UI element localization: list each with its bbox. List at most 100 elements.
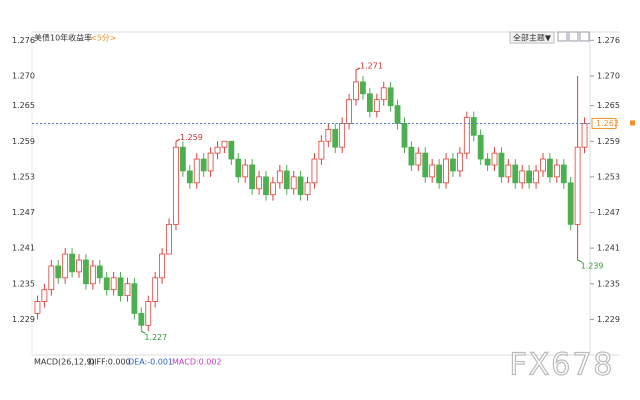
candle-body [574,146,581,225]
y-tick-label-right: 1.265 [597,101,620,110]
candle-body [401,123,408,148]
candle-body [221,140,228,148]
candle-body [235,158,242,178]
last-price-label: 1.262 [596,119,619,128]
high-label: 1.271 [360,62,383,71]
candle-body [553,164,560,178]
candle-body [159,253,166,279]
tool-icon[interactable] [579,31,590,42]
candle-body [567,182,574,225]
candle-body [318,140,325,160]
candle-body [429,164,436,178]
candle-body [346,99,352,124]
candle-body [443,158,449,184]
y-tick-label-right: 1.253 [597,172,620,181]
candle-body [394,105,401,124]
candle-body [48,265,55,291]
candle-body [228,140,235,160]
candle-body [270,182,276,196]
candle-body [166,223,172,255]
candle-body [242,164,249,178]
candle-body [540,158,546,172]
candle-body [89,265,96,285]
y-tick-label: 1.270 [12,71,35,80]
candle-body [505,164,512,178]
candle-body [560,164,567,184]
candle-body [110,277,117,291]
candle-body [34,301,41,314]
theme-button-label[interactable]: 全部主题▼ [513,33,552,43]
indicator-name: MACD(26,12,9) [34,358,95,367]
candle-body [484,158,491,166]
y-tick-label-right: 1.247 [597,208,620,217]
candle-body [76,259,82,273]
theme-button[interactable] [509,31,555,44]
low-label: 1.239 [581,262,604,271]
chart-title: 美债10年收益率 [34,33,92,43]
candle-body [256,176,262,190]
candle-body [249,164,256,190]
candle-body [373,99,380,112]
candle-body [526,170,533,184]
candle-body [193,158,200,184]
high-label: 1.259 [180,133,203,142]
candle-body [519,170,526,184]
y-tick-label-right: 1.235 [597,279,620,288]
candle-body [304,182,311,196]
watermark: FX678 [509,348,614,383]
candle-body [214,146,221,154]
candle-body [408,146,415,166]
candle-body [353,81,359,101]
candle-body [332,128,339,148]
indicator-macd: MACD:0.002 [172,358,222,367]
high-marker [355,67,361,71]
candle-body [339,123,346,148]
candle-body [276,170,283,184]
candle-body [200,158,207,172]
y-tick-label-right: 1.270 [597,71,620,80]
high-marker [175,138,181,142]
candle-body [290,176,297,190]
candle-body [179,146,186,172]
candle-body [117,277,124,297]
candle-body [186,170,193,184]
candle-body [581,123,588,148]
candle-body [138,313,145,326]
candle-body [387,87,394,107]
candle-body [207,152,214,172]
candle-body [263,176,269,196]
tool-icon[interactable] [557,31,568,42]
y-tick-label: 1.241 [12,244,35,253]
y-tick-label: 1.229 [12,315,35,324]
y-tick-label: 1.276 [12,36,35,45]
candle-body [533,170,539,184]
candle-body [512,164,519,184]
indicator-diff: DIFF:0.000 [88,358,131,367]
candle-body [422,152,429,178]
candle-body [491,152,498,166]
candle-body [152,277,159,302]
candle-body [477,134,484,160]
y-tick-label: 1.265 [12,101,35,110]
last-price-box [591,117,617,129]
candle-body [83,259,89,285]
candle-body [145,301,152,326]
candle-body [547,158,553,178]
indicator-dea: DEA:-0.001 [128,358,173,367]
candle-body [325,128,332,142]
y-tick-label: 1.259 [12,137,35,146]
candle-body [41,289,48,302]
y-tick-label: 1.253 [12,172,35,181]
last-price-flag [630,120,635,126]
candle-body [456,152,463,172]
candle-body [360,81,366,95]
candle-body [55,265,62,279]
candle-body [436,164,443,184]
candle-body [470,117,477,136]
low-marker [141,330,146,334]
low-label: 1.227 [144,333,167,342]
tool-icon[interactable] [568,31,579,42]
y-tick-label: 1.235 [12,279,35,288]
